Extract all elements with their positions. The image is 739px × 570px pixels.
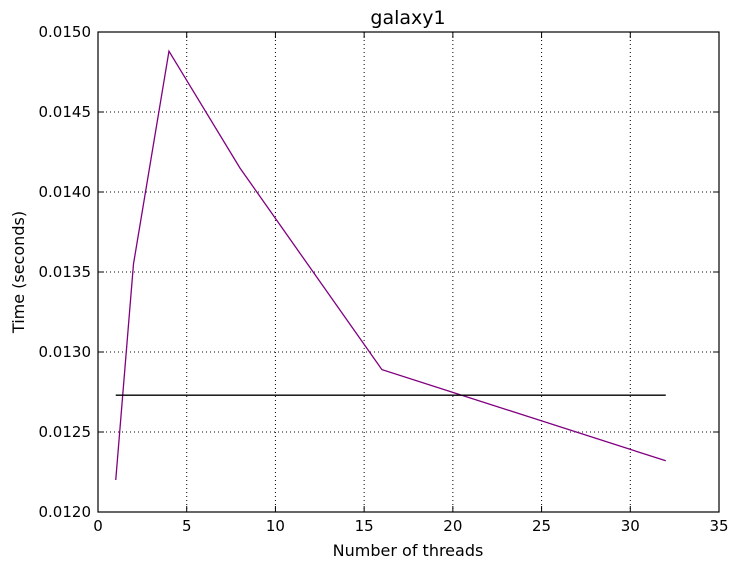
x-tick-label: 0 [93, 517, 103, 535]
x-tick-label: 35 [709, 517, 728, 535]
y-tick-label: 0.0130 [39, 343, 92, 361]
y-tick-label: 0.0140 [39, 183, 92, 201]
y-tick-label: 0.0145 [39, 103, 92, 121]
x-tick-label: 10 [266, 517, 285, 535]
y-tick-label: 0.0150 [39, 23, 92, 41]
y-tick-label: 0.0135 [39, 263, 92, 281]
y-axis-label: Time (seconds) [9, 211, 28, 334]
x-tick-label: 15 [355, 517, 374, 535]
y-tick-label: 0.0120 [39, 503, 92, 521]
grid-lines [98, 32, 719, 512]
x-tick-label: 30 [621, 517, 640, 535]
plot-frame [97, 31, 720, 513]
x-tick-label: 25 [532, 517, 551, 535]
x-tick-label: 20 [443, 517, 462, 535]
series-layer [115, 49, 666, 481]
x-tick-label: 5 [182, 517, 192, 535]
chart-title: galaxy1 [370, 7, 445, 29]
timing-series-line [115, 49, 666, 481]
x-axis-label: Number of threads [333, 541, 484, 560]
tick-labels: 0 5 10 15 20 25 30 35 0.0120 0.0125 0.0130 0.0135 0.… [39, 23, 729, 535]
y-tick-label: 0.0125 [39, 423, 92, 441]
axis-ticks [97, 31, 720, 513]
